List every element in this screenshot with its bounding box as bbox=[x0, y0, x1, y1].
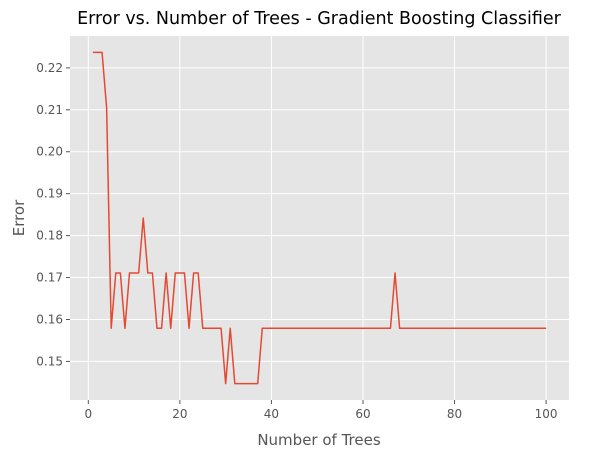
plot-area bbox=[70, 36, 569, 400]
y-tick-label: 0.19 bbox=[36, 187, 63, 201]
y-tick-label: 0.15 bbox=[36, 354, 63, 368]
y-tick-label: 0.20 bbox=[36, 145, 63, 159]
error-series-line bbox=[92, 51, 547, 385]
x-axis-label: Number of Trees bbox=[257, 431, 381, 449]
chart-title: Error vs. Number of Trees - Gradient Boo… bbox=[77, 9, 562, 29]
x-tick-label: 60 bbox=[355, 407, 370, 421]
x-tick-label: 40 bbox=[264, 407, 279, 421]
y-tick-label: 0.17 bbox=[36, 271, 63, 285]
x-tick-label: 100 bbox=[535, 407, 558, 421]
y-tick-label: 0.18 bbox=[36, 229, 63, 243]
x-tick-label: 20 bbox=[172, 407, 187, 421]
x-tick-label: 80 bbox=[447, 407, 462, 421]
y-tick-label: 0.21 bbox=[36, 103, 63, 117]
x-tick-label: 0 bbox=[84, 407, 92, 421]
tick-labels: 0 20 40 60 80 100 0.15 0.16 0.17 0.18 0.19 0.20 0.21… bbox=[36, 61, 557, 421]
data-series bbox=[92, 51, 547, 385]
y-axis-label: Error bbox=[10, 199, 28, 236]
y-tick-label: 0.16 bbox=[36, 312, 63, 326]
y-tick-label: 0.22 bbox=[36, 61, 63, 75]
